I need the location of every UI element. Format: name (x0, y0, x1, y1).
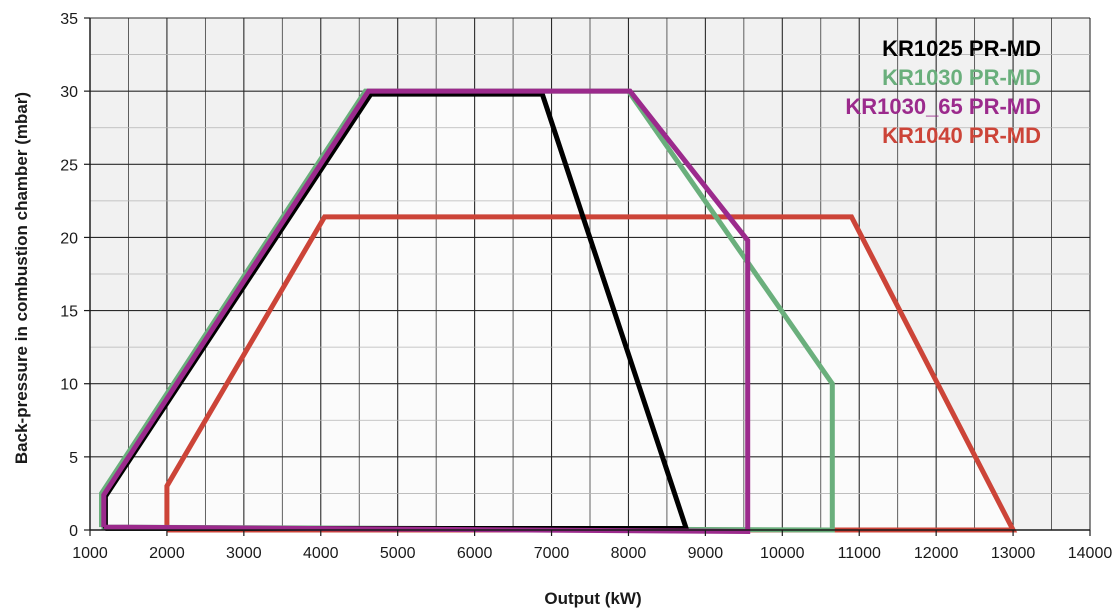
legend: KR1025 PR-MD KR1030 PR-MD KR1030_65 PR-MD K… (845, 36, 1041, 148)
y-tick-labels: 0 5 10 15 20 25 30 35 (60, 11, 90, 540)
x-tick-label: 7000 (534, 545, 570, 562)
y-tick-label: 20 (60, 230, 78, 247)
y-tick-label: 15 (60, 304, 78, 321)
x-tick-label: 8000 (611, 545, 647, 562)
axes (89, 18, 1090, 531)
x-tick-label: 14000 (1068, 545, 1113, 562)
x-tick-label: 4000 (303, 545, 339, 562)
legend-item-kr1030-65-pr-md: KR1030_65 PR-MD (845, 94, 1041, 119)
y-tick-label: 0 (69, 523, 78, 540)
y-tick-label: 10 (60, 377, 78, 394)
x-tick-label: 10000 (760, 545, 805, 562)
x-tick-label: 3000 (226, 545, 262, 562)
x-tick-label: 5000 (380, 545, 416, 562)
x-tick-label: 2000 (149, 545, 185, 562)
y-tick-label: 25 (60, 157, 78, 174)
y-tick-label: 35 (60, 11, 78, 28)
x-tick-label: 1000 (72, 545, 108, 562)
x-axis-title: Output (kW) (544, 589, 641, 608)
x-tick-label: 13000 (991, 545, 1036, 562)
y-tick-label: 5 (69, 450, 78, 467)
x-tick-label: 9000 (688, 545, 724, 562)
y-axis-title: Back-pressure in combustion chamber (mba… (12, 92, 31, 464)
x-tick-label: 6000 (457, 545, 493, 562)
y-tick-label: 30 (60, 84, 78, 101)
x-tick-labels: 1000 2000 3000 4000 5000 6000 7000 8000 9000 1000… (72, 530, 1112, 562)
grid (89, 17, 1091, 531)
x-tick-label: 12000 (914, 545, 959, 562)
series-line-kr1030-65-pr-md (101, 88, 751, 535)
legend-item-kr1040-pr-md: KR1040 PR-MD (882, 123, 1041, 148)
x-tick-label: 11000 (838, 545, 881, 562)
legend-item-kr1025-pr-md: KR1025 PR-MD (882, 36, 1041, 61)
legend-item-kr1030-pr-md: KR1030 PR-MD (882, 65, 1041, 90)
